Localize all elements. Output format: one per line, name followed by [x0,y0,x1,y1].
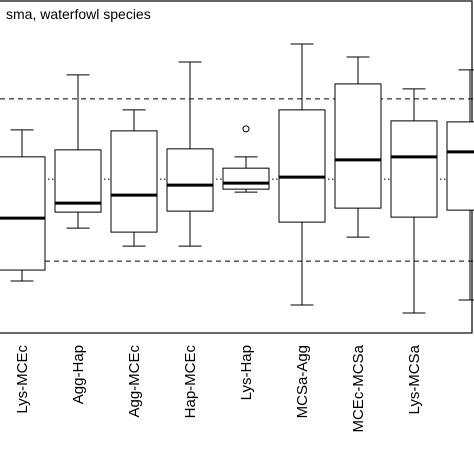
box [222,167,270,190]
box [0,156,46,271]
x-tick-label: Hap-MCEc [182,345,199,419]
x-tick-label: Agg-MCEc [126,345,143,418]
box [166,148,214,212]
x-tick-label: Agg-Hap [70,345,87,404]
box [278,109,326,223]
x-tick-label: MCSa-Agg [294,345,311,418]
x-tick-label: Lys-MCEc [14,345,31,414]
box [390,120,438,218]
x-tick-label: Lys-Hap [238,345,255,400]
chart-title: sma, waterfowl species [6,6,151,22]
outlier [242,125,250,133]
x-tick-label: Lys-MCSa [406,344,423,414]
box [110,130,158,233]
x-tick-label: MCEc-MCSa [350,344,367,432]
box [446,121,474,211]
box [334,83,382,209]
